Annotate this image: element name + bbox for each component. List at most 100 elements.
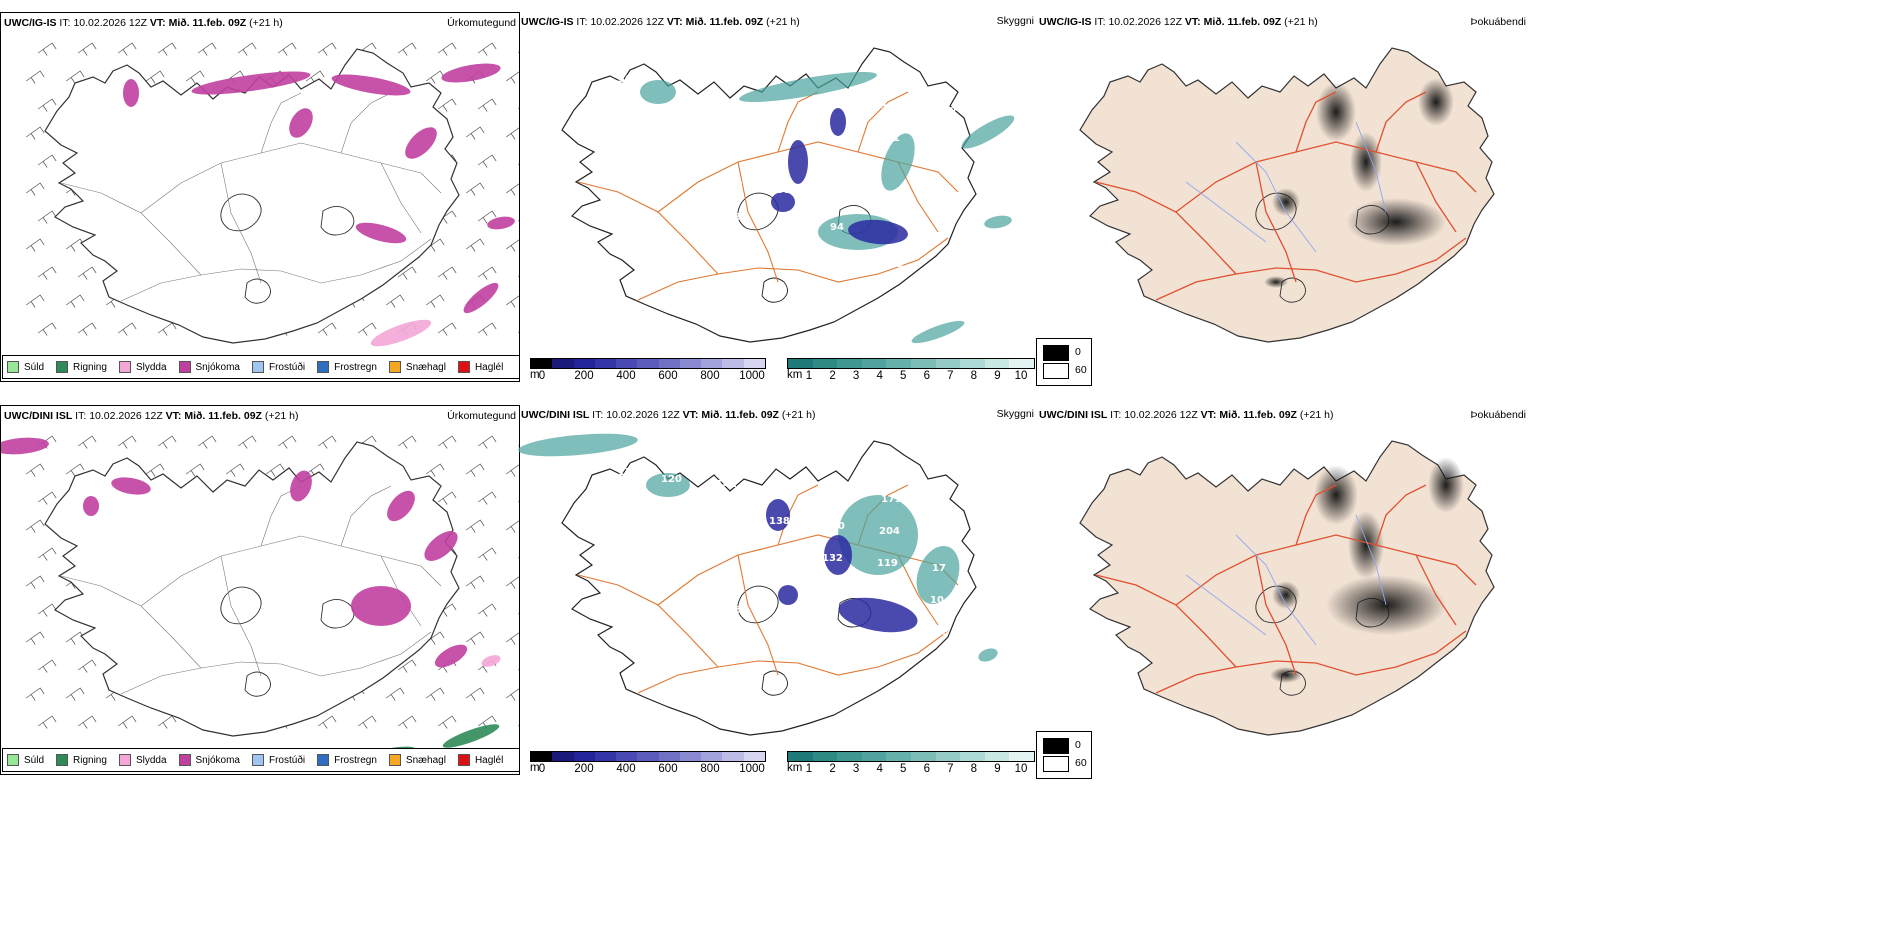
legend-label: Frostregn: [334, 361, 377, 373]
fog-swatch: [1043, 345, 1069, 361]
road: [140, 142, 442, 214]
cloud-base-colorbar-top: m 0 200 400 600 800 1000: [530, 358, 766, 383]
fog-area: [1270, 667, 1302, 683]
header: UWC/IG-IS IT: 10.02.2026 12Z VT: Mið. 11…: [1039, 16, 1318, 28]
legend-label: Frostúði: [268, 361, 306, 373]
panel-title: Úrkomutegund: [447, 17, 516, 29]
river: [1355, 514, 1387, 606]
cloud-base-label: 120: [661, 474, 682, 485]
colorbar-tick: 0: [538, 763, 546, 775]
colorbar-cell: [960, 752, 985, 761]
cloud-base-label: 142: [716, 479, 737, 490]
colorbar-cell: [722, 359, 744, 368]
cloud-base-label: 17: [932, 563, 946, 574]
cloud-base-label: 153: [775, 610, 796, 621]
road: [637, 630, 949, 694]
road: [1295, 484, 1337, 546]
legend-label: Súld: [24, 361, 45, 373]
panel-title: Þokuábendi: [1470, 16, 1526, 28]
low-visibility-area: [881, 133, 915, 191]
visibility-panel-bottom: UWC/DINI ISL IT: 10.02.2026 12Z VT: Mið.…: [518, 405, 1036, 773]
colorbar-cell: [935, 359, 961, 368]
snow-area: [434, 644, 468, 668]
fog-panel-bottom: UWC/DINI ISL IT: 10.02.2026 12Z VT: Mið.…: [1036, 405, 1566, 773]
low-visibility-area: [646, 473, 690, 497]
fog-swatch: [1043, 756, 1069, 772]
road: [220, 555, 262, 677]
cloud-base-label: 202: [883, 259, 904, 270]
cloud-base-label: 62: [669, 536, 683, 547]
low-cloud-area: [824, 535, 852, 575]
legend-swatch: [178, 754, 191, 766]
fog-area: [1316, 82, 1356, 142]
fog-panel-top: UWC/IG-IS IT: 10.02.2026 12Z VT: Mið. 11…: [1036, 12, 1566, 380]
cloud-base-label: 148: [720, 212, 741, 223]
low-cloud-area: [830, 108, 846, 136]
road: [777, 91, 819, 153]
legend-item-frostregn: Frostregn: [317, 361, 377, 373]
legend-item-frostúði: Frostúði: [251, 754, 306, 766]
cloud-base-label: 87: [934, 531, 948, 542]
cloud-base-label: 17: [671, 504, 685, 515]
colorbar-tick: 5: [900, 370, 907, 382]
panel-title: Skyggni: [996, 15, 1034, 27]
legend-item-frostúði: Frostúði: [251, 361, 306, 373]
colorbar-cell: [573, 752, 595, 761]
rain-area: [442, 724, 500, 748]
sleet-area: [481, 655, 501, 667]
panel-title: Þokuábendi: [1470, 409, 1526, 421]
colorbar-tick: 5: [900, 763, 907, 775]
panel-title: Skyggni: [996, 408, 1034, 420]
colorbar-cell: [531, 359, 553, 368]
colorbar-cell: [552, 359, 574, 368]
cloud-base-label: 143: [773, 642, 794, 653]
colorbar-cell: [812, 359, 838, 368]
colorbar-tick: 200: [574, 763, 594, 775]
fog-legend-label: 0: [1075, 739, 1081, 751]
colorbar-cell: [984, 359, 1010, 368]
road: [340, 485, 392, 547]
cloud-base-label: 132: [822, 553, 843, 564]
snow-area: [463, 282, 499, 314]
snow-area: [441, 63, 501, 83]
road: [737, 161, 779, 283]
cloud-base-label: 148: [722, 180, 743, 191]
colorbar-cell: [637, 752, 659, 761]
legend-swatch: [388, 754, 401, 766]
cloud-base-label: 448: [665, 600, 686, 611]
road: [1255, 554, 1297, 676]
road: [657, 141, 959, 213]
sleet-area: [370, 319, 432, 347]
low-cloud-area: [788, 140, 808, 184]
header: UWC/DINI ISL IT: 10.02.2026 12Z VT: Mið.…: [521, 409, 816, 421]
cloud-base-label: 204: [879, 526, 900, 537]
colorbar-cell: [573, 359, 595, 368]
iceland-coastline: [44, 48, 460, 344]
road: [120, 238, 432, 302]
colorbar-tick: 800: [700, 763, 720, 775]
colorbar-cell: [552, 752, 574, 761]
fog-area: [1314, 465, 1358, 525]
glacier-outline: [737, 192, 779, 231]
road: [1415, 554, 1457, 626]
colorbar-cell: [531, 752, 553, 761]
snow-area: [111, 477, 151, 495]
colorbar-cells: [787, 358, 1035, 369]
colorbar-tick: 2: [829, 763, 836, 775]
legend-swatch: [317, 754, 330, 766]
fog-area: [1272, 581, 1300, 609]
road: [1155, 630, 1467, 694]
colorbar-tick: 200: [574, 370, 594, 382]
legend-swatch: [388, 361, 401, 373]
precip-panel-top: UWC/IG-IS IT: 10.02.2026 12Z VT: Mið. 11…: [0, 12, 520, 382]
cloud-base-label: 27: [883, 652, 897, 663]
legend-label: Snjókoma: [195, 754, 240, 766]
legend-item-haglél: Haglél: [457, 754, 503, 766]
glacier-outline: [761, 277, 788, 303]
cloud-base-label: 13: [724, 541, 738, 552]
colorbar-tick: 1000: [739, 763, 765, 775]
legend-swatch: [7, 754, 19, 766]
road: [1175, 534, 1477, 606]
cloud-base-label: 144: [663, 632, 684, 643]
legend-label: Frostúði: [268, 754, 306, 766]
